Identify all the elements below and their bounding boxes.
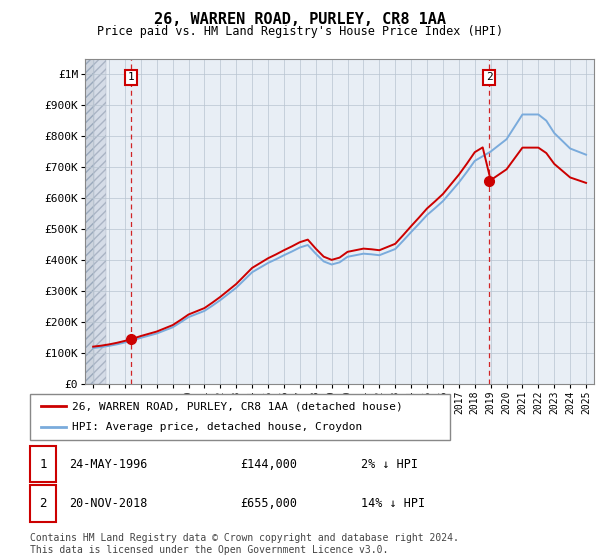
Text: 2% ↓ HPI: 2% ↓ HPI [361,458,418,471]
Text: 2: 2 [485,72,493,82]
Text: Price paid vs. HM Land Registry's House Price Index (HPI): Price paid vs. HM Land Registry's House … [97,25,503,38]
Text: £655,000: £655,000 [240,497,297,510]
Text: 2: 2 [40,497,47,510]
Text: 24-MAY-1996: 24-MAY-1996 [68,458,147,471]
Text: 1: 1 [40,458,47,471]
Text: 26, WARREN ROAD, PURLEY, CR8 1AA (detached house): 26, WARREN ROAD, PURLEY, CR8 1AA (detach… [72,401,403,411]
Text: Contains HM Land Registry data © Crown copyright and database right 2024.
This d: Contains HM Land Registry data © Crown c… [30,533,459,555]
Text: 26, WARREN ROAD, PURLEY, CR8 1AA: 26, WARREN ROAD, PURLEY, CR8 1AA [154,12,446,27]
Text: 14% ↓ HPI: 14% ↓ HPI [361,497,425,510]
Text: 20-NOV-2018: 20-NOV-2018 [68,497,147,510]
FancyBboxPatch shape [30,486,56,521]
Text: 1: 1 [128,72,134,82]
FancyBboxPatch shape [30,446,56,482]
Text: HPI: Average price, detached house, Croydon: HPI: Average price, detached house, Croy… [72,422,362,432]
Text: £144,000: £144,000 [240,458,297,471]
